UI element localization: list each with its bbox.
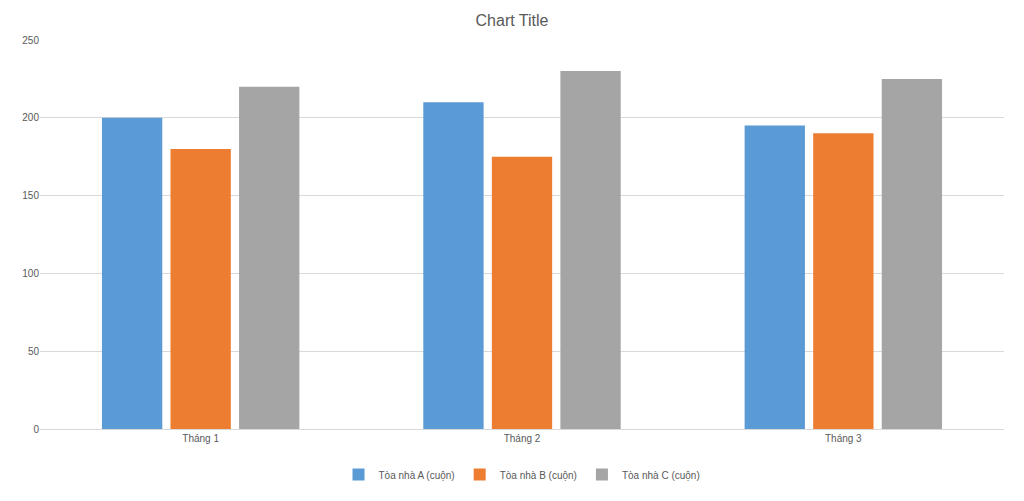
svg-text:150: 150: [22, 190, 39, 201]
svg-text:Tháng 1: Tháng 1: [182, 433, 219, 444]
svg-text:0: 0: [33, 424, 39, 435]
svg-text:Tòa nhà B (cuộn): Tòa nhà B (cuộn): [500, 470, 577, 481]
svg-text:Chart Title: Chart Title: [476, 12, 549, 29]
svg-text:100: 100: [22, 268, 39, 279]
svg-text:50: 50: [28, 346, 40, 357]
svg-text:250: 250: [22, 35, 39, 46]
svg-text:200: 200: [22, 112, 39, 123]
svg-text:Tòa nhà C (cuộn): Tòa nhà C (cuộn): [622, 470, 700, 481]
svg-text:Tòa nhà A (cuộn): Tòa nhà A (cuộn): [379, 470, 455, 481]
svg-text:Tháng 2: Tháng 2: [504, 433, 541, 444]
svg-text:Tháng 3: Tháng 3: [825, 433, 862, 444]
